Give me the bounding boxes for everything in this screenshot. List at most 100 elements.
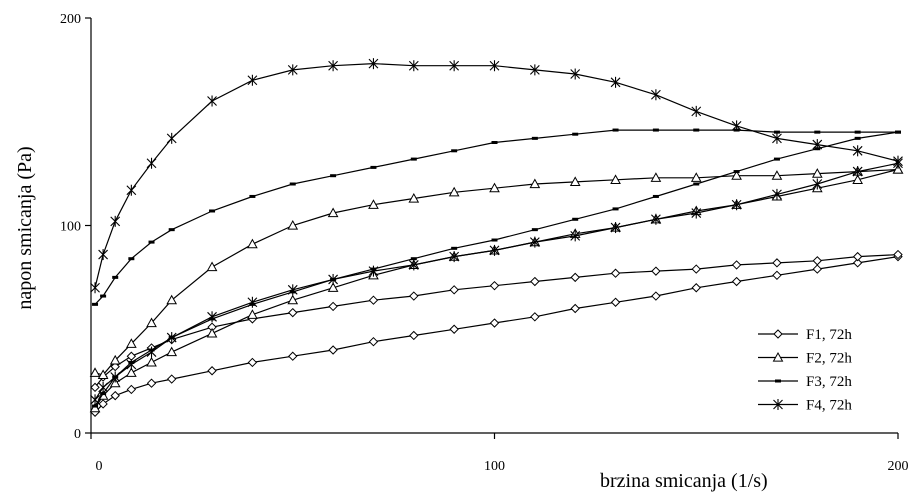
triangle-marker — [811, 168, 823, 178]
triangle-marker — [89, 367, 101, 377]
diamond-marker — [368, 295, 379, 305]
dash-marker — [112, 275, 119, 279]
diamond-marker — [247, 357, 258, 368]
asterisk-marker — [852, 166, 863, 178]
dash-marker — [209, 209, 216, 213]
diamond-marker — [651, 291, 661, 301]
triangle-marker — [448, 186, 460, 197]
y-ticks: 0 100 200 — [60, 12, 91, 442]
diamond-marker — [409, 291, 419, 301]
legend: F1, 72h F2, 72h F3, 72h F4, 72h — [758, 327, 852, 414]
asterisk-marker — [570, 68, 581, 80]
asterisk-marker — [166, 332, 177, 344]
series-3-up-curve — [94, 131, 899, 407]
triangle-marker — [408, 192, 420, 203]
triangle-marker — [368, 199, 379, 209]
dash-marker — [491, 141, 498, 144]
dash-marker — [491, 238, 498, 242]
asterisk-marker — [812, 139, 823, 151]
asterisk-marker — [98, 381, 108, 393]
dash-marker — [410, 157, 417, 161]
legend-label: F2, 72h — [806, 351, 852, 367]
triangle-marker — [247, 238, 258, 249]
dash-marker — [612, 207, 619, 211]
asterisk-marker — [146, 346, 157, 358]
dash-marker — [128, 257, 135, 261]
asterisk-marker — [126, 359, 137, 371]
diamond-marker — [691, 283, 701, 293]
dash-marker — [773, 157, 780, 161]
triangle-marker — [771, 170, 783, 180]
dash-marker — [410, 257, 417, 261]
diamond-marker — [166, 374, 177, 384]
x-axis-title: brzina smicanja (1/s) — [600, 470, 768, 492]
triangle-marker — [569, 176, 581, 187]
y-tick-label: 100 — [60, 220, 81, 235]
series-3-down-curve — [94, 129, 898, 305]
asterisk-marker — [90, 282, 100, 294]
asterisk-marker — [651, 89, 661, 101]
asterisk-marker — [408, 259, 419, 271]
triangle-marker — [772, 351, 784, 362]
asterisk-marker — [449, 60, 460, 72]
diamond-marker — [570, 303, 580, 314]
series-2-up-curve — [94, 168, 899, 409]
triangle-marker — [852, 174, 863, 184]
triangle-marker — [529, 178, 541, 189]
asterisk-marker — [247, 74, 258, 86]
asterisk-marker — [852, 145, 863, 157]
triangle-marker — [327, 282, 339, 292]
triangle-marker — [892, 163, 904, 174]
series-4-down-curve — [94, 162, 899, 401]
diamond-marker — [570, 272, 580, 283]
diamond-marker — [328, 345, 338, 355]
diamond-marker — [651, 266, 661, 276]
dash-marker — [168, 228, 175, 232]
dash-marker — [895, 130, 901, 134]
triangle-marker — [489, 182, 500, 193]
asterisk-marker — [731, 120, 742, 132]
triangle-marker — [126, 338, 137, 348]
asterisk-marker — [368, 58, 379, 70]
diamond-marker — [126, 384, 137, 395]
diamond-marker — [731, 276, 742, 287]
asterisk-marker — [328, 60, 338, 72]
asterisk-marker — [126, 184, 137, 196]
diamond-marker — [489, 280, 500, 291]
triangle-marker — [247, 309, 258, 319]
asterisk-marker — [610, 222, 621, 234]
dash-marker — [652, 194, 659, 198]
asterisk-marker — [98, 249, 108, 261]
asterisk-marker — [529, 64, 540, 76]
dash-marker — [100, 294, 107, 298]
dash-marker — [612, 128, 619, 132]
diamond-marker — [610, 297, 621, 307]
triangle-marker — [327, 207, 339, 218]
asterisk-marker — [287, 284, 298, 296]
diamond-marker — [772, 258, 782, 268]
asterisk-marker — [328, 273, 338, 285]
asterisk-marker — [691, 105, 702, 117]
y-axis-title: napon smicanja (Pa) — [14, 146, 36, 309]
diamond-marker — [691, 264, 701, 274]
diamond-marker — [110, 361, 120, 372]
asterisk-marker — [408, 60, 419, 72]
series-4-up-curve — [94, 62, 899, 288]
dash-marker — [814, 130, 821, 134]
asterisk-marker — [146, 157, 157, 169]
diamond-marker — [146, 378, 157, 388]
diamond-marker — [368, 336, 379, 347]
dash-marker — [531, 136, 538, 140]
asterisk-marker — [691, 207, 702, 219]
asterisk-marker — [651, 213, 661, 225]
dash-marker — [531, 228, 538, 232]
asterisk-marker — [489, 244, 500, 256]
diamond-marker — [610, 268, 621, 278]
dash-marker — [92, 302, 99, 306]
diamond-marker — [772, 270, 782, 281]
x-ticks: 0 100 200 — [90, 433, 909, 474]
diamond-marker — [530, 312, 540, 322]
triangle-marker — [97, 369, 109, 379]
series-4 — [90, 58, 903, 406]
